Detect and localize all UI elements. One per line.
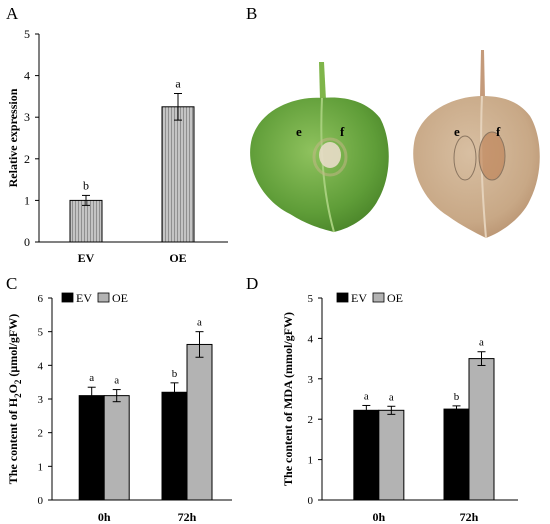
chart-c-bar-ev-72h [161, 391, 188, 501]
chart-d-mda-content: 0 1 2 3 4 5 The content of MDA (mmol/gFW) a a 0h b… [281, 291, 518, 524]
chart-d-xtick-0h: 0h [372, 510, 385, 524]
chart-c-legend-swatch-oe [97, 292, 110, 303]
chart-d-ylabel: The content of MDA (mmol/gFW) [281, 312, 295, 486]
chart-d-legend-label-oe: OE [387, 291, 403, 305]
chart-c-bar-oe-72h [186, 343, 213, 501]
chart-d-legend-swatch-ev [336, 292, 349, 303]
chart-a-ytick-label-1: 1 [24, 193, 30, 207]
chart-a-sig-ev: b [83, 178, 89, 192]
chart-a-ytick-label-3: 3 [24, 110, 30, 124]
panel-label-d: D [246, 274, 258, 293]
chart-d-ytick-label-0: 0 [308, 495, 314, 507]
leaf-green-label-e: e [296, 124, 302, 139]
chart-d-ytick-label-1: 1 [308, 455, 314, 467]
chart-c-xtick-72h: 72h [178, 510, 197, 524]
leaf-green-midrib [320, 97, 335, 233]
chart-d-bar-oe-72h [468, 358, 495, 501]
leaf-stained-stem [480, 50, 485, 98]
chart-c-ylabel-part-1: 2 [13, 393, 23, 398]
chart-a-xtick-ev: EV [78, 251, 95, 265]
chart-d-sig-oe-0h: a [389, 391, 394, 403]
leaf-green-label-f: f [340, 124, 345, 139]
chart-c-xtick-0h: 0h [98, 510, 111, 524]
chart-d-bar-ev-0h [353, 409, 380, 501]
chart-d-sig-oe-72h: a [479, 337, 484, 349]
chart-a-relative-expression: 0 1 2 3 4 5 Relative expression b EV a OE [6, 27, 228, 265]
chart-d-xtick-72h: 72h [460, 510, 479, 524]
chart-c-ytick-label-4: 4 [38, 360, 44, 372]
leaf-green-stem [319, 62, 326, 100]
chart-c-sig-oe-0h: a [114, 375, 119, 387]
chart-d-legend-swatch-oe [372, 292, 385, 303]
leaf-stained-label-f: f [496, 124, 501, 139]
chart-c-sig-ev-72h: b [172, 368, 178, 380]
chart-c-bar-oe-0h [103, 395, 130, 501]
panel-label-c: C [6, 274, 17, 293]
leaf-green-blade [250, 97, 389, 233]
chart-c-ylabel-part-0: The content of H [6, 397, 20, 484]
chart-c-ytick-label-6: 6 [38, 293, 44, 305]
leaf-stained-label-e: e [454, 124, 460, 139]
chart-c-sig-ev-0h: a [89, 372, 94, 384]
panel-label-b: B [246, 4, 257, 23]
leaf-green-lesion [319, 142, 341, 168]
chart-a-ytick-label-0: 0 [24, 235, 30, 249]
chart-c-ylabel-part-3: 2 [13, 379, 23, 384]
chart-a-xtick-oe: OE [169, 251, 186, 265]
chart-a-ytick-label-2: 2 [24, 152, 30, 166]
leaf-stained-circle-e [453, 135, 477, 181]
chart-c-sig-oe-72h: a [197, 317, 202, 329]
chart-c-legend-swatch-ev [61, 292, 74, 303]
leaf-photo-stained: e f [413, 50, 540, 239]
chart-c-bar-ev-0h [78, 395, 105, 501]
chart-a-bar-ev [69, 199, 103, 243]
chart-d-sig-ev-0h: a [364, 390, 369, 402]
chart-c-ylabel: The content of H2O2 (μmol/gFW) [6, 314, 23, 484]
chart-a-bar-oe [161, 106, 195, 243]
chart-c-ytick-label-2: 2 [38, 428, 44, 440]
leaf-stained-circle-f [479, 132, 505, 180]
leaf-stained-circle-f-outline [478, 131, 506, 181]
chart-c-ylabel-part-4: (μmol/gFW) [6, 314, 20, 380]
chart-a-ytick-label-4: 4 [24, 69, 30, 83]
chart-d-ytick-label-2: 2 [308, 414, 314, 426]
leaf-photo-green: e f [250, 62, 389, 233]
chart-c-legend-label-ev: EV [76, 291, 92, 305]
chart-d-ytick-label-4: 4 [308, 333, 314, 345]
chart-c-ytick-label-5: 5 [38, 327, 44, 339]
chart-c-ytick-label-1: 1 [38, 461, 44, 473]
chart-d-bar-ev-72h [443, 408, 470, 501]
chart-d-bar-oe-0h [378, 409, 405, 501]
leaf-stained-blade [413, 96, 540, 238]
chart-c-ytick-label-3: 3 [38, 394, 44, 406]
chart-a-ytick-label-5: 5 [24, 27, 30, 41]
chart-d-legend-label-ev: EV [351, 291, 367, 305]
chart-d-ytick-label-5: 5 [308, 293, 314, 305]
chart-a-ylabel: Relative expression [6, 88, 20, 187]
chart-c-ylabel-part-2: O [6, 384, 20, 393]
chart-a-sig-oe: a [175, 76, 181, 90]
chart-d-ytick-label-3: 3 [308, 374, 314, 386]
panel-label-a: A [6, 4, 19, 23]
chart-d-sig-ev-72h: b [454, 391, 460, 403]
leaf-green-lesion-halo [312, 137, 348, 177]
chart-c-ytick-label-0: 0 [38, 495, 44, 507]
chart-c-legend-label-oe: OE [112, 291, 128, 305]
